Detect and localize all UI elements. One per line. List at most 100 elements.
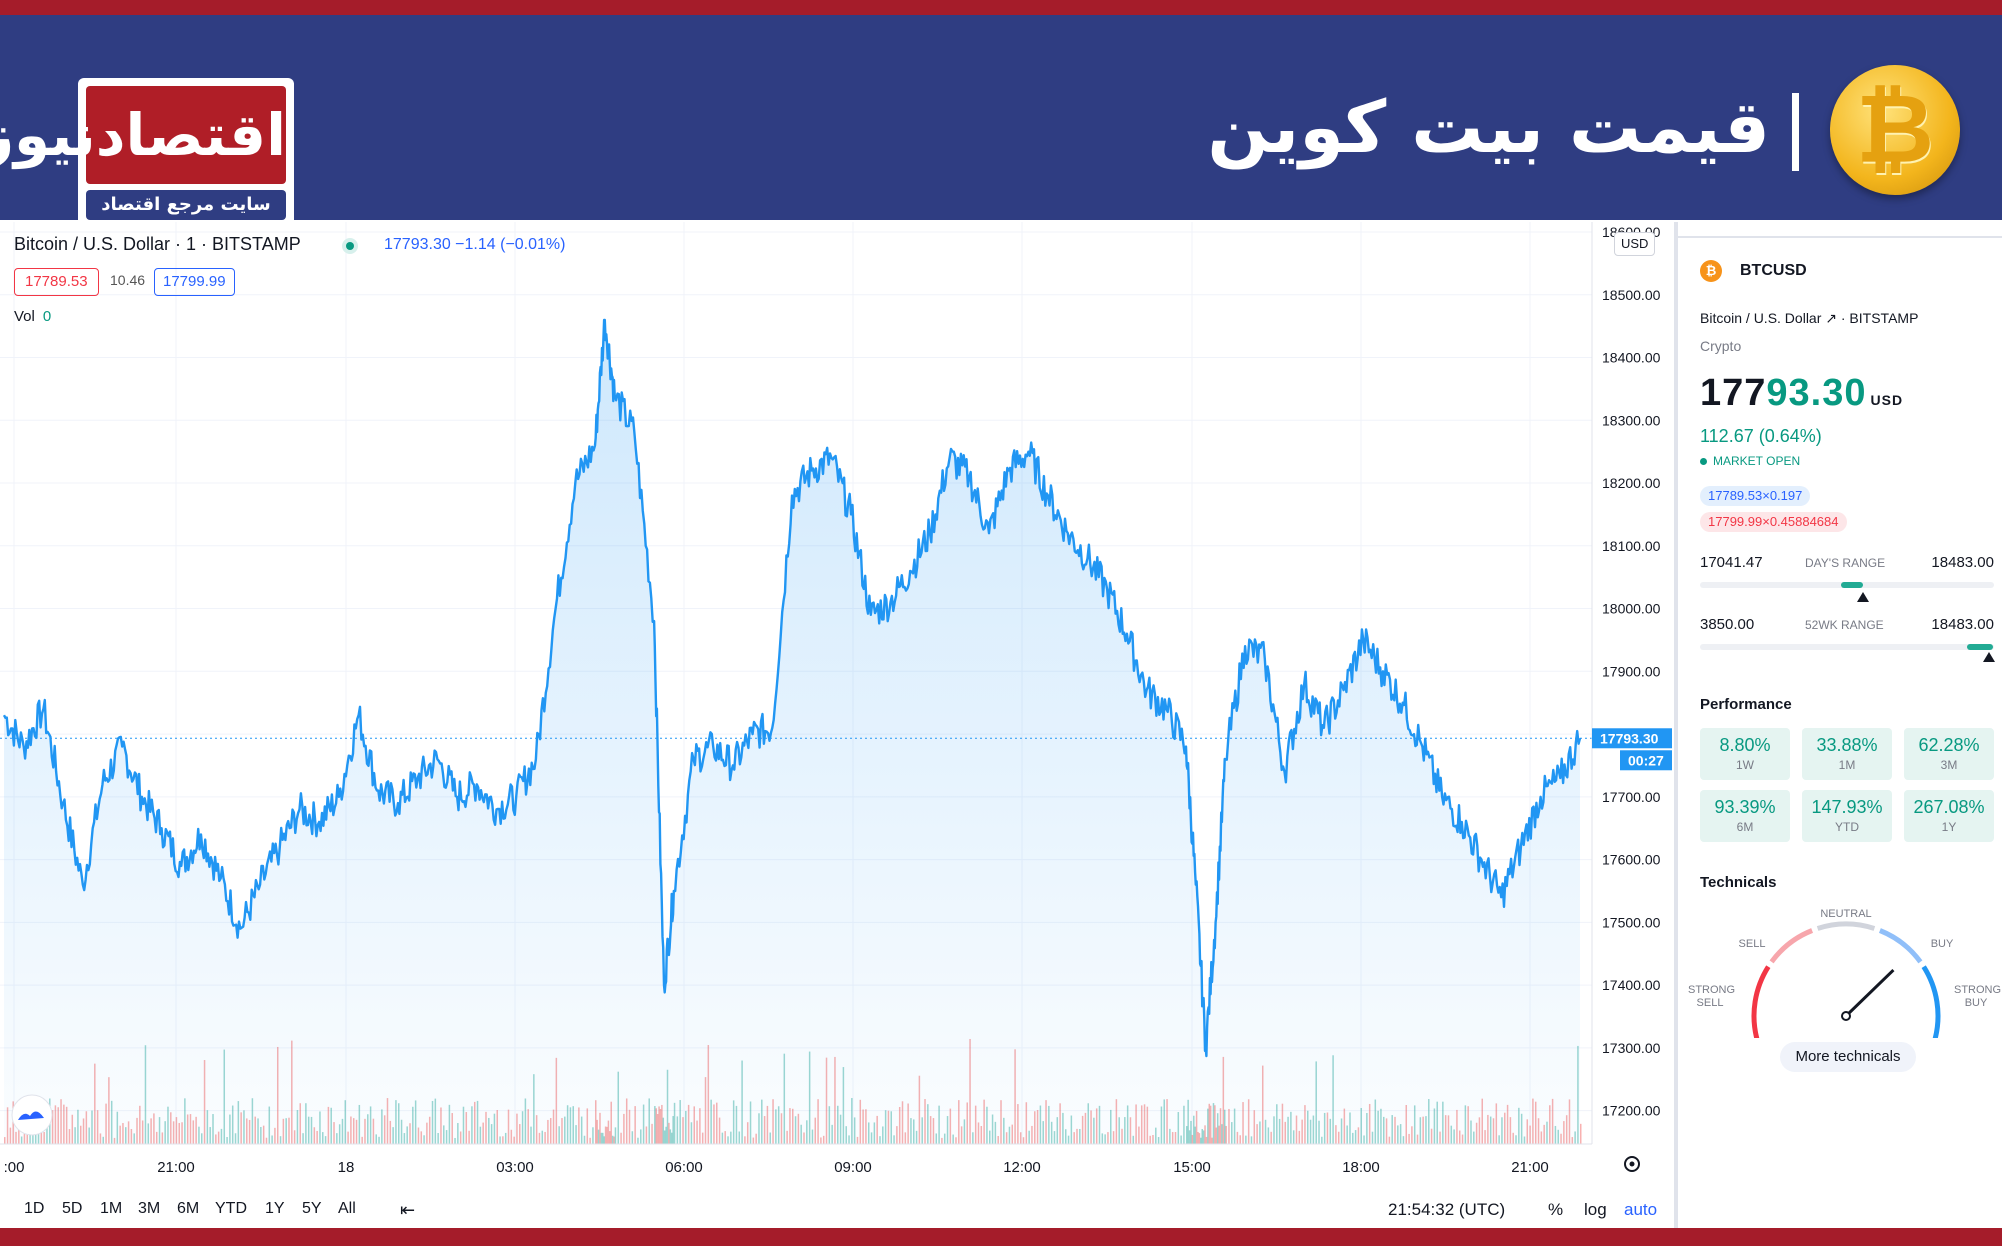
side-last-price: 17793.30 USD (1700, 372, 1903, 415)
gauge-neutral-arc (1816, 921, 1876, 931)
y-tick-label: 18400.00 (1602, 350, 1661, 366)
gauge-buy-label: BUY (1930, 938, 1954, 950)
wk52-range-low: 3850.00 (1700, 616, 1755, 633)
currency-badge[interactable]: USD (1614, 232, 1656, 256)
tradingview-logo-icon[interactable] (11, 1094, 53, 1136)
x-tick-label: 21:00 (1511, 1159, 1549, 1176)
utc-clock[interactable]: 21:54:32 (UTC) (1388, 1200, 1506, 1219)
y-tick-label: 18100.00 (1602, 538, 1661, 554)
technicals-gauge[interactable] (1678, 898, 2002, 1038)
volume-value: 0 (42, 308, 52, 325)
price-rest-digits: 93.30 (1766, 372, 1867, 414)
gauge-sell-label: SELL (1738, 938, 1766, 950)
gauge-neutral-label: NEUTRAL (1820, 908, 1872, 920)
title-divider (1792, 93, 1799, 171)
last-price-badge (1592, 728, 1672, 749)
tf-3m[interactable]: 3M (138, 1200, 161, 1217)
gauge-buy-arc (1878, 928, 1923, 964)
side-asset-type: Crypto (1700, 338, 1742, 354)
market-status-dot (346, 242, 354, 250)
price-line (2, 318, 1582, 1058)
perf-period: 6M (1736, 820, 1754, 834)
price-area (4, 319, 1580, 1144)
gauge-needle (1844, 969, 1895, 1018)
header-banner: ₿ قیمت بیت کوین (0, 15, 2002, 220)
bitcoin-coin-icon: ₿ (1830, 65, 1960, 195)
perf-1w[interactable]: 8.80% 1W (1700, 728, 1790, 780)
x-tick-label: :00 (4, 1159, 25, 1176)
x-tick-label: 18 (338, 1159, 355, 1176)
perf-value: 33.88% (1816, 735, 1878, 755)
perf-period: 1Y (1941, 820, 1957, 834)
page-title: قیمت بیت کوین (1207, 85, 1770, 169)
logo-tagline: سایت مرجع اقتصاد ایران (86, 190, 286, 245)
percent-toggle[interactable]: % (1548, 1200, 1564, 1219)
chart-symbol-title[interactable]: Bitcoin / U.S. Dollar · 1 · BITSTAMP (14, 234, 301, 254)
perf-value: 8.80% (1719, 735, 1771, 755)
x-tick-label: 06:00 (665, 1159, 703, 1176)
side-fullname[interactable]: Bitcoin / U.S. Dollar ↗ · BITSTAMP (1700, 310, 1919, 326)
price-currency: USD (1870, 392, 1904, 408)
tf-1d[interactable]: 1D (24, 1200, 45, 1217)
perf-6m[interactable]: 93.39% 6M (1700, 790, 1790, 842)
perf-ytd[interactable]: 147.93% YTD (1802, 790, 1892, 842)
price-chart[interactable]: 18600.0018500.0018400.0018300.0018200.00… (0, 222, 1676, 1192)
days-range-fill (1840, 582, 1863, 588)
tf-all[interactable]: All (338, 1200, 356, 1217)
top-stripe (0, 0, 2002, 15)
perf-value: 147.93% (1811, 797, 1883, 817)
gauge-hub (1841, 1011, 1851, 1021)
bitcoin-icon: ₿ (1700, 260, 1722, 282)
ask-pill: 17799.99×0.45884684 (1700, 512, 1847, 532)
volume-legend: Vol 0 (14, 308, 51, 325)
tf-ytd[interactable]: YTD (215, 1200, 247, 1217)
side-ticker[interactable]: BTCUSD (1740, 262, 1807, 279)
days-range-marker-icon (1856, 592, 1869, 602)
countdown-badge (1620, 750, 1672, 771)
tf-6m[interactable]: 6M (177, 1200, 200, 1217)
perf-1m[interactable]: 33.88% 1M (1802, 728, 1892, 780)
site-logo[interactable]: اقتصادنیوز سایت مرجع اقتصاد ایران (0, 78, 294, 245)
x-tick-label: 12:00 (1003, 1159, 1041, 1176)
chart-quote: 17793.30 −1.14 (−0.01%) (384, 236, 566, 253)
wk52-range-fill (1967, 644, 1994, 650)
y-tick-label: 17300.00 (1602, 1040, 1661, 1056)
settings-gear-icon[interactable] (1624, 1156, 1640, 1172)
y-tick-label: 18200.00 (1602, 475, 1661, 491)
countdown-label: 00:27 (1628, 752, 1664, 768)
wk52-range-label: 52WK RANGE (1805, 618, 1884, 632)
tf-1y[interactable]: 1Y (265, 1200, 285, 1217)
tf-5y[interactable]: 5Y (302, 1200, 322, 1217)
chart-panel: 18600.0018500.0018400.0018300.0018200.00… (0, 222, 1676, 1228)
more-technicals-button[interactable]: More technicals (1780, 1042, 1916, 1072)
gauge-strong-buy-label: STRONG BUY (1954, 984, 2002, 1009)
x-tick-label: 03:00 (496, 1159, 534, 1176)
perf-period: 1M (1838, 758, 1856, 772)
timeframe-bar: 1D 5D 1M 3M 6M YTD 1Y 5Y All ⇤ 21:54:32 … (0, 1194, 1676, 1228)
perf-value: 62.28% (1918, 735, 1980, 755)
tf-5d[interactable]: 5D (62, 1200, 83, 1217)
volume-label: Vol (14, 308, 35, 325)
ask-badge[interactable]: 17799.99 (154, 268, 235, 296)
tf-1m[interactable]: 1M (100, 1200, 123, 1217)
bid-pill: 17789.53×0.197 (1700, 486, 1811, 506)
date-range-icon[interactable]: ⇤ (400, 1200, 416, 1220)
log-toggle[interactable]: log (1584, 1200, 1607, 1219)
logo-wordmark: اقتصادنیوز (0, 86, 286, 184)
gauge-strong-buy-arc (1921, 965, 1941, 1038)
perf-value: 93.39% (1714, 797, 1776, 817)
y-tick-label: 18300.00 (1602, 412, 1661, 428)
y-tick-label: 17200.00 (1602, 1103, 1661, 1119)
bid-badge[interactable]: 17789.53 (14, 268, 99, 296)
perf-3m[interactable]: 62.28% 3M (1904, 728, 1994, 780)
price-lead-digits: 177 (1700, 372, 1767, 414)
x-tick-label: 21:00 (157, 1159, 195, 1176)
auto-toggle[interactable]: auto (1624, 1200, 1658, 1219)
days-range-label: DAY'S RANGE (1805, 556, 1886, 570)
market-status: MARKET OPEN (1700, 454, 1800, 468)
y-tick-label: 17400.00 (1602, 977, 1661, 993)
technicals-title: Technicals (1700, 874, 1777, 891)
perf-1y[interactable]: 267.08% 1Y (1904, 790, 1994, 842)
gauge-sell-arc (1769, 928, 1814, 964)
days-range-bar (1700, 582, 1994, 588)
